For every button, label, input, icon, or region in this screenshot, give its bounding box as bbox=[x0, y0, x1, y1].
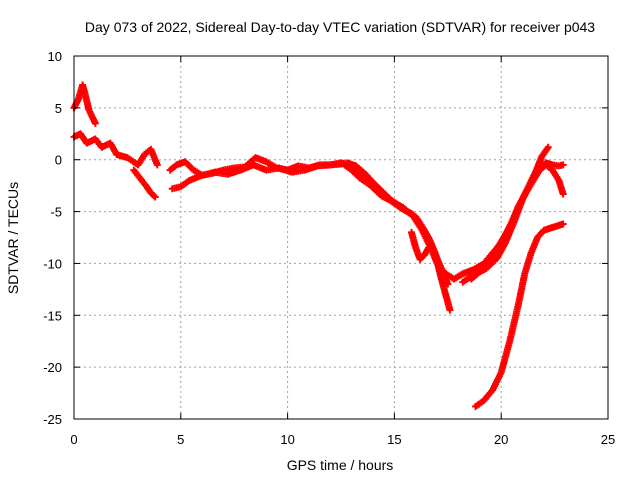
y-tick-label: -10 bbox=[43, 256, 62, 271]
data-marks bbox=[70, 81, 567, 411]
y-axis-ticks: -25 -20 -15 -10 -5 0 5 10 bbox=[43, 49, 608, 427]
series-track-h bbox=[472, 220, 567, 411]
series-track-j bbox=[467, 143, 552, 283]
data-point bbox=[444, 280, 452, 288]
y-axis-label: SDTVAR / TECUs bbox=[5, 182, 21, 294]
data-point bbox=[446, 306, 454, 314]
chart-title: Day 073 of 2022, Sidereal Day-to-day VTE… bbox=[85, 19, 595, 35]
x-tick-label: 10 bbox=[280, 432, 294, 447]
data-point bbox=[559, 161, 567, 169]
x-tick-label: 25 bbox=[601, 432, 615, 447]
series-track-c bbox=[130, 166, 159, 201]
y-tick-label: -5 bbox=[50, 205, 62, 220]
grid bbox=[74, 56, 608, 419]
plot-frame bbox=[73, 55, 609, 420]
x-axis-ticks: 0 5 10 15 20 25 bbox=[70, 56, 615, 447]
series-track-i bbox=[343, 159, 452, 288]
y-tick-label: 0 bbox=[55, 153, 62, 168]
x-tick-label: 5 bbox=[177, 432, 184, 447]
data-point bbox=[544, 143, 552, 151]
series-track-b bbox=[70, 130, 161, 169]
x-tick-label: 15 bbox=[387, 432, 401, 447]
y-tick-label: -20 bbox=[43, 360, 62, 375]
y-tick-label: -25 bbox=[43, 412, 62, 427]
series-track-a bbox=[70, 81, 99, 127]
x-tick-label: 20 bbox=[494, 432, 508, 447]
y-tick-label: 5 bbox=[55, 101, 62, 116]
data-point bbox=[559, 220, 567, 228]
y-tick-label: -15 bbox=[43, 308, 62, 323]
y-tick-label: 10 bbox=[48, 49, 62, 64]
x-tick-label: 0 bbox=[70, 432, 77, 447]
x-axis-label: GPS time / hours bbox=[287, 457, 394, 473]
data-point bbox=[91, 119, 99, 127]
data-point bbox=[151, 193, 159, 201]
series-track-f bbox=[407, 228, 433, 263]
data-point bbox=[153, 161, 161, 169]
data-point bbox=[559, 190, 567, 198]
